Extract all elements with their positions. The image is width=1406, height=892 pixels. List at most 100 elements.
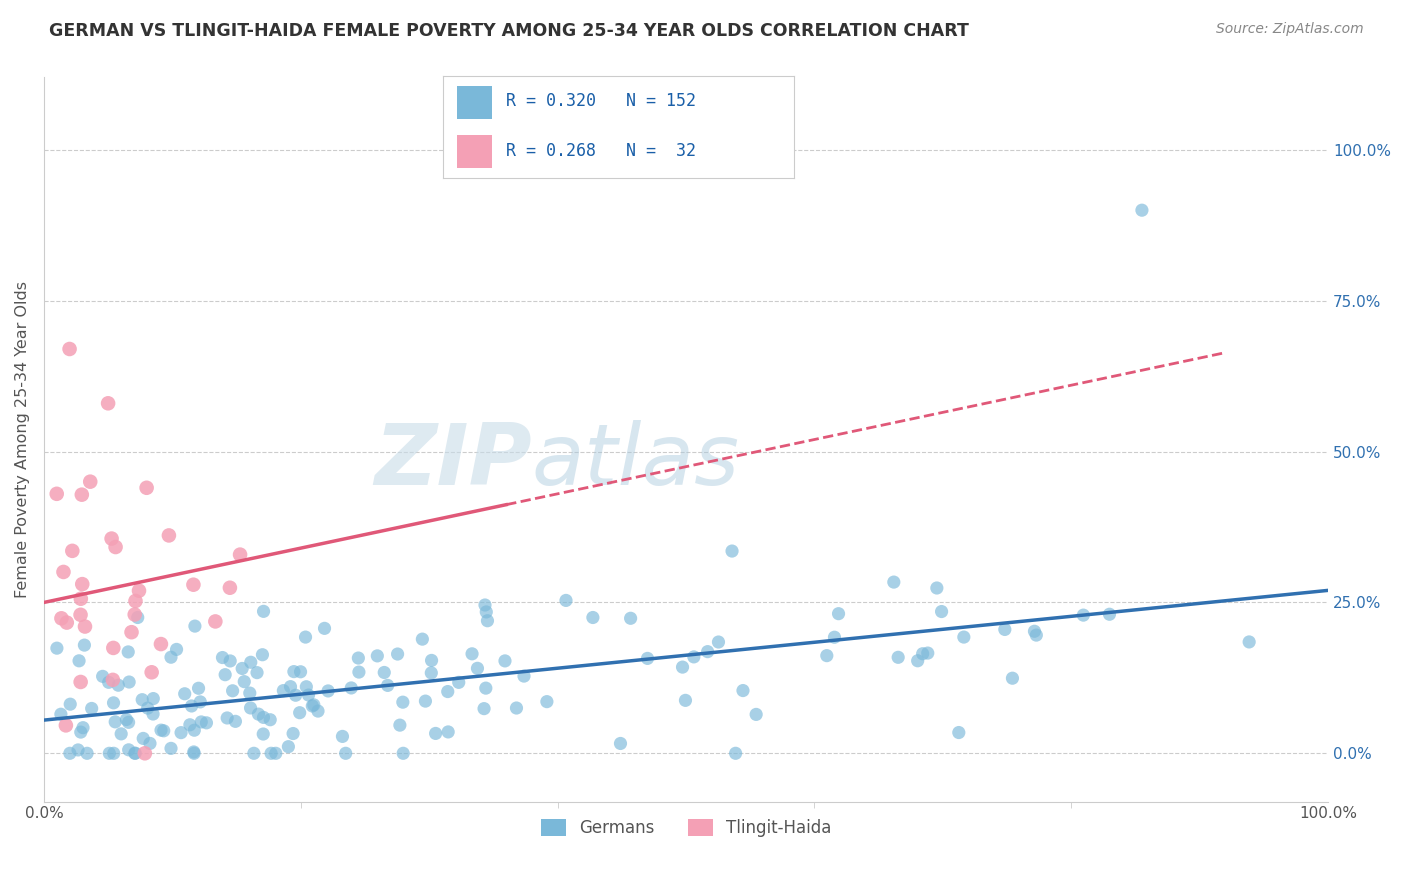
Tlingit-Haida — [103, 640, 125, 655]
Germans — [917, 646, 939, 660]
Tlingit-Haida — [204, 615, 226, 629]
Germans — [294, 630, 316, 644]
Text: ZIP: ZIP — [374, 420, 531, 503]
Germans — [827, 607, 849, 621]
Germans — [183, 747, 205, 761]
Germans — [260, 747, 283, 761]
Germans — [295, 680, 318, 694]
Tlingit-Haida — [56, 615, 79, 630]
Germans — [948, 725, 970, 739]
Germans — [477, 614, 499, 628]
Germans — [925, 581, 948, 595]
Germans — [173, 687, 195, 701]
Germans — [461, 647, 484, 661]
Text: atlas: atlas — [531, 420, 740, 503]
Germans — [233, 674, 256, 689]
Germans — [475, 605, 498, 619]
Germans — [117, 715, 139, 730]
Germans — [219, 654, 242, 668]
Germans — [97, 675, 120, 690]
Germans — [221, 683, 243, 698]
Germans — [166, 642, 188, 657]
Germans — [620, 611, 643, 625]
Germans — [467, 661, 489, 675]
Germans — [247, 707, 270, 722]
Germans — [582, 610, 605, 624]
Germans — [1024, 624, 1046, 639]
Germans — [131, 692, 153, 706]
Tlingit-Haida — [69, 591, 91, 606]
Germans — [103, 747, 125, 761]
Germans — [288, 706, 311, 720]
Germans — [815, 648, 838, 663]
Germans — [472, 701, 495, 715]
Tlingit-Haida — [73, 619, 96, 633]
Germans — [411, 632, 433, 647]
Text: R = 0.268   N =  32: R = 0.268 N = 32 — [506, 142, 696, 160]
Germans — [316, 684, 339, 698]
Germans — [366, 648, 388, 663]
Tlingit-Haida — [124, 594, 146, 608]
Germans — [682, 649, 704, 664]
Tlingit-Haida — [101, 673, 124, 687]
Germans — [73, 638, 96, 652]
Germans — [142, 691, 165, 706]
Germans — [347, 665, 370, 679]
Bar — [457, 87, 492, 119]
Tlingit-Haida — [45, 487, 67, 501]
Tlingit-Haida — [72, 577, 94, 591]
Tlingit-Haida — [52, 565, 75, 579]
Germans — [392, 695, 415, 709]
Germans — [911, 647, 934, 661]
Bar — [457, 136, 492, 168]
Germans — [45, 641, 67, 656]
Germans — [142, 706, 165, 721]
Germans — [180, 698, 202, 713]
Germans — [239, 655, 262, 669]
Germans — [494, 654, 516, 668]
Germans — [314, 621, 336, 635]
Germans — [301, 698, 323, 713]
Germans — [696, 645, 718, 659]
Tlingit-Haida — [58, 342, 80, 356]
Tlingit-Haida — [229, 548, 252, 562]
Germans — [284, 688, 307, 702]
Tlingit-Haida — [51, 611, 73, 625]
Germans — [132, 731, 155, 746]
Germans — [745, 707, 768, 722]
Germans — [953, 630, 976, 644]
Germans — [437, 725, 460, 739]
Germans — [420, 653, 443, 667]
Tlingit-Haida — [128, 583, 150, 598]
Germans — [115, 713, 138, 727]
Text: Source: ZipAtlas.com: Source: ZipAtlas.com — [1216, 22, 1364, 37]
Germans — [297, 688, 319, 702]
Germans — [1073, 608, 1095, 623]
Germans — [136, 701, 159, 715]
Germans — [150, 723, 173, 738]
Germans — [731, 683, 754, 698]
Germans — [555, 593, 578, 607]
Germans — [281, 726, 304, 740]
Germans — [273, 683, 295, 698]
Germans — [217, 711, 239, 725]
Germans — [887, 650, 910, 665]
Germans — [190, 714, 212, 729]
Tlingit-Haida — [134, 747, 156, 761]
Germans — [277, 739, 299, 754]
Germans — [259, 713, 281, 727]
Germans — [724, 747, 747, 761]
Germans — [72, 721, 94, 735]
Tlingit-Haida — [183, 578, 205, 592]
Tlingit-Haida — [70, 488, 93, 502]
Germans — [239, 686, 262, 700]
Germans — [187, 681, 209, 696]
Germans — [1001, 671, 1024, 685]
Tlingit-Haida — [124, 607, 146, 622]
Germans — [283, 665, 305, 679]
Tlingit-Haida — [141, 665, 163, 680]
Germans — [671, 660, 693, 674]
Germans — [243, 747, 266, 761]
Germans — [110, 727, 132, 741]
Germans — [347, 651, 370, 665]
